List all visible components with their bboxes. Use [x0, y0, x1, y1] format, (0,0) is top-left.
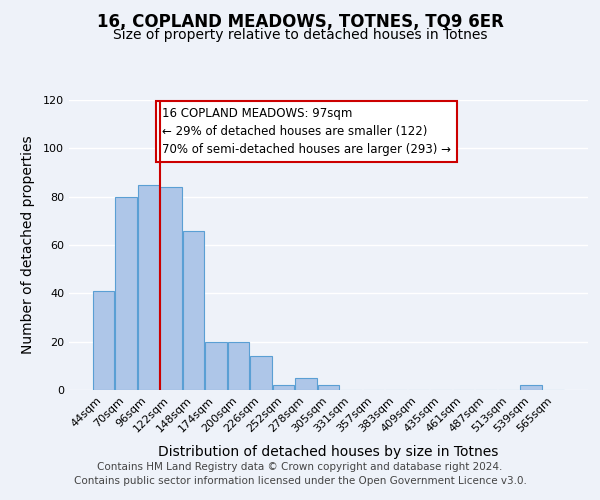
Bar: [273, 385, 294, 390]
Bar: [160, 187, 182, 390]
Bar: [137, 184, 159, 390]
X-axis label: Distribution of detached houses by size in Totnes: Distribution of detached houses by size …: [158, 445, 499, 459]
Bar: [250, 356, 272, 390]
Text: 16, COPLAND MEADOWS, TOTNES, TQ9 6ER: 16, COPLAND MEADOWS, TOTNES, TQ9 6ER: [97, 12, 503, 30]
Bar: [228, 342, 249, 390]
Text: Contains HM Land Registry data © Crown copyright and database right 2024.: Contains HM Land Registry data © Crown c…: [97, 462, 503, 472]
Y-axis label: Number of detached properties: Number of detached properties: [20, 136, 35, 354]
Bar: [115, 196, 137, 390]
Bar: [295, 378, 317, 390]
Bar: [318, 385, 339, 390]
Bar: [92, 291, 114, 390]
Bar: [520, 385, 542, 390]
Text: 16 COPLAND MEADOWS: 97sqm
← 29% of detached houses are smaller (122)
70% of semi: 16 COPLAND MEADOWS: 97sqm ← 29% of detac…: [162, 108, 451, 156]
Bar: [205, 342, 227, 390]
Text: Size of property relative to detached houses in Totnes: Size of property relative to detached ho…: [113, 28, 487, 42]
Bar: [182, 230, 204, 390]
Text: Contains public sector information licensed under the Open Government Licence v3: Contains public sector information licen…: [74, 476, 526, 486]
